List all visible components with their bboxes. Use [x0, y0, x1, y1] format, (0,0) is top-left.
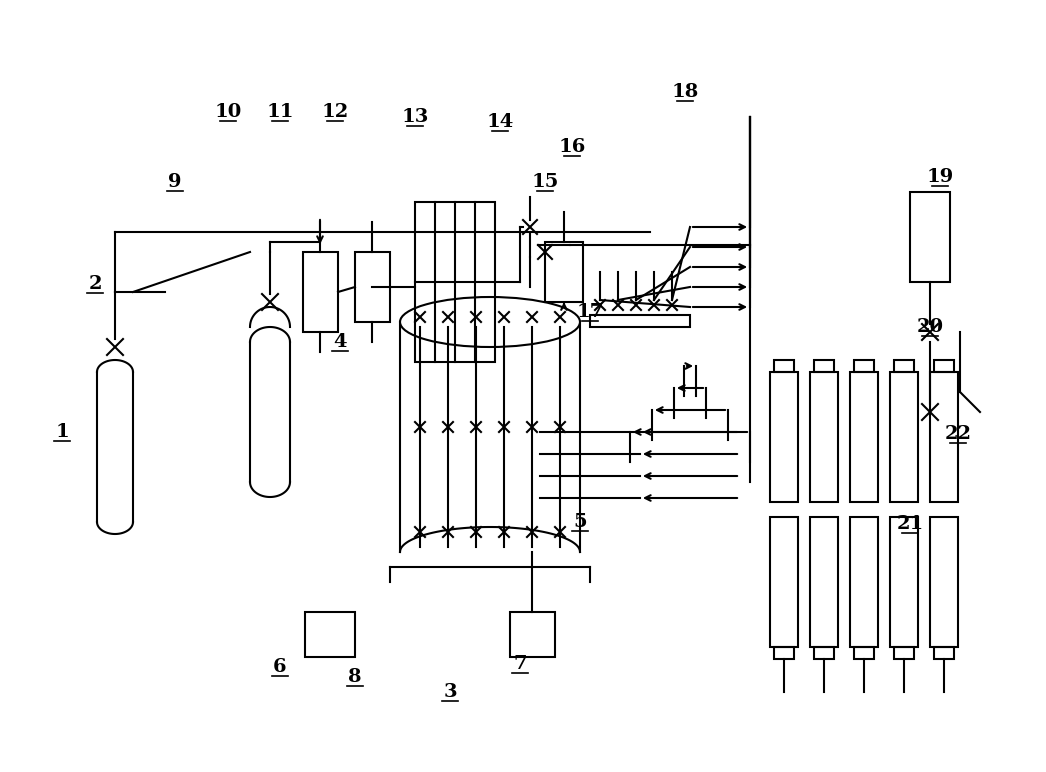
Text: 3: 3 — [444, 683, 457, 701]
Text: 12: 12 — [321, 103, 348, 121]
Text: 19: 19 — [927, 168, 954, 186]
Bar — [545, 242, 583, 302]
Bar — [303, 252, 338, 332]
Bar — [774, 647, 794, 659]
Bar — [774, 360, 794, 372]
Bar — [355, 252, 390, 322]
Bar — [890, 517, 918, 647]
Bar — [814, 360, 834, 372]
Text: 21: 21 — [896, 515, 924, 533]
Bar — [415, 202, 495, 362]
Text: 16: 16 — [559, 138, 586, 156]
Bar — [770, 517, 798, 647]
Bar — [910, 192, 950, 282]
Text: 8: 8 — [348, 668, 362, 686]
Bar — [934, 647, 954, 659]
Text: 1: 1 — [55, 423, 69, 441]
Bar — [930, 372, 958, 502]
Text: 10: 10 — [214, 103, 242, 121]
Text: 22: 22 — [945, 425, 972, 443]
Bar — [770, 372, 798, 502]
Text: 15: 15 — [531, 173, 559, 191]
Bar — [894, 360, 914, 372]
Bar — [890, 372, 918, 502]
Bar — [850, 372, 878, 502]
Bar — [854, 360, 874, 372]
Bar — [810, 372, 838, 502]
Bar — [810, 517, 838, 647]
Text: 20: 20 — [916, 318, 943, 336]
Bar — [854, 647, 874, 659]
Text: 18: 18 — [672, 83, 699, 101]
Text: 6: 6 — [273, 658, 287, 676]
Bar — [930, 517, 958, 647]
Text: 2: 2 — [88, 275, 101, 293]
Bar — [850, 517, 878, 647]
Text: 4: 4 — [334, 333, 347, 351]
Bar — [510, 612, 555, 657]
Text: 7: 7 — [514, 655, 527, 673]
Text: 13: 13 — [402, 108, 429, 126]
Text: 17: 17 — [576, 303, 604, 321]
Text: 14: 14 — [486, 113, 514, 131]
Bar — [814, 647, 834, 659]
Bar — [934, 360, 954, 372]
Bar — [590, 315, 690, 327]
Text: 9: 9 — [168, 173, 182, 191]
Bar — [894, 647, 914, 659]
Text: 11: 11 — [267, 103, 294, 121]
Text: 5: 5 — [573, 513, 587, 531]
Bar — [305, 612, 355, 657]
